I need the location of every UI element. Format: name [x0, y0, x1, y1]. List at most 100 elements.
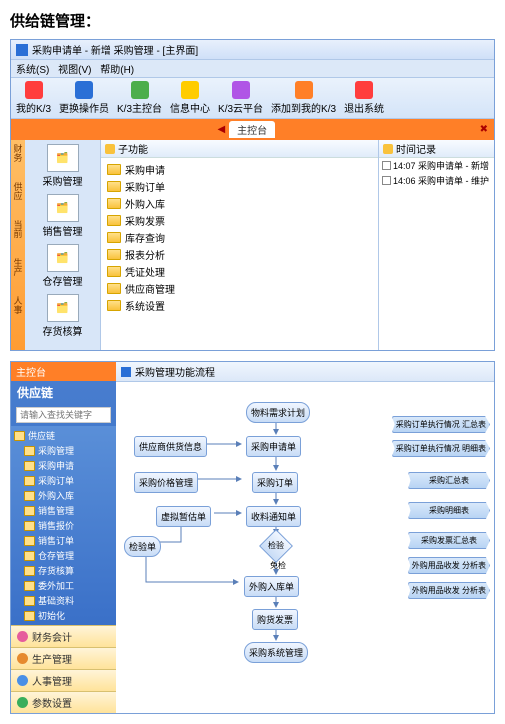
search-input[interactable] [16, 407, 111, 423]
tool-exit[interactable]: 退出系统 [344, 81, 384, 115]
accordion-finance[interactable]: 财务会计 [11, 625, 116, 647]
tree-node-10[interactable]: 委外加工 [14, 578, 113, 593]
folder-list: 采购申请采购订单外购入库采购发票库存查询报表分析凭证处理供应商管理系统设置 [101, 158, 378, 317]
node-sys-mgmt[interactable]: 采购系统管理 [244, 642, 308, 663]
app1-window: 采购申请单 - 新增 采购管理 - [主界面] 系统(S) 视图(V) 帮助(H… [10, 39, 495, 351]
tab-main[interactable]: 主控台 [229, 121, 275, 138]
node-inspect-sheet[interactable]: 检验单 [124, 536, 161, 557]
user-icon [75, 81, 93, 99]
nav-item-3[interactable]: 🗂️存货核算 [29, 294, 96, 338]
tree-label: 销售订单 [38, 534, 74, 547]
tree-node-6[interactable]: 销售报价 [14, 518, 113, 533]
tool-myk3[interactable]: 我的K/3 [16, 81, 51, 115]
inspect-label: 检验 [268, 540, 284, 551]
node-receipt-notice[interactable]: 收料通知单 [246, 506, 301, 527]
vtab-prod[interactable]: 生产 [12, 258, 25, 276]
node-purchase-request[interactable]: 采购申请单 [246, 436, 301, 457]
console-icon [131, 81, 149, 99]
link-purchase-detail[interactable]: 采购明细表 [408, 502, 490, 519]
node-warehouse-in[interactable]: 外购入库单 [244, 576, 299, 597]
info-icon [181, 81, 199, 99]
tree-label: 基础资料 [38, 594, 74, 607]
accordion-settings[interactable]: 参数设置 [11, 691, 116, 713]
tree-node-12[interactable]: 初始化 [14, 608, 113, 623]
node-purchase-order[interactable]: 采购订单 [252, 472, 298, 493]
tree-node-4[interactable]: 外购入库 [14, 488, 113, 503]
module-icon: 🗂️ [47, 194, 79, 222]
tree-node-3[interactable]: 采购订单 [14, 473, 113, 488]
folder-icon [107, 215, 121, 226]
node-virtual-est[interactable]: 虚拟暂估单 [156, 506, 211, 527]
node-price-mgmt[interactable]: 采购价格管理 [134, 472, 198, 493]
accordion-label: 参数设置 [32, 695, 72, 710]
folder-0[interactable]: 采购申请 [107, 161, 372, 178]
accordion-production[interactable]: 生产管理 [11, 647, 116, 669]
folder-7[interactable]: 供应商管理 [107, 280, 372, 297]
link-goods-analysis2[interactable]: 外购用品收发 分析表 [408, 582, 490, 599]
accordion-hr[interactable]: 人事管理 [11, 669, 116, 691]
nav-item-2[interactable]: 🗂️仓存管理 [29, 244, 96, 288]
nav-item-1[interactable]: 🗂️销售管理 [29, 194, 96, 238]
folder-8[interactable]: 系统设置 [107, 297, 372, 314]
tree-icon [24, 596, 35, 606]
tool-switch-operator[interactable]: 更换操作员 [59, 81, 109, 115]
menubar: 系统(S) 视图(V) 帮助(H) [11, 60, 494, 78]
folder-label: 库存查询 [125, 230, 165, 245]
node-invoice[interactable]: 购货发票 [252, 609, 298, 630]
link-order-detail[interactable]: 采购订单执行情况 明细表 [392, 440, 490, 457]
tree-node-9[interactable]: 存货核算 [14, 563, 113, 578]
checkbox-icon[interactable] [382, 176, 391, 185]
menu-view[interactable]: 视图(V) [58, 65, 91, 76]
tree-node-1[interactable]: 采购管理 [14, 443, 113, 458]
folder-3[interactable]: 采购发票 [107, 212, 372, 229]
link-purchase-summary[interactable]: 采购汇总表 [408, 472, 490, 489]
link-order-summary[interactable]: 采购订单执行情况 汇总表 [392, 416, 490, 433]
node-supplier-info[interactable]: 供应商供货信息 [134, 436, 207, 457]
menu-help[interactable]: 帮助(H) [100, 65, 134, 76]
folder-1[interactable]: 采购订单 [107, 178, 372, 195]
vtab-finance[interactable]: 财务 [12, 144, 25, 162]
tree-node-5[interactable]: 销售管理 [14, 503, 113, 518]
tool-label: 我的K/3 [16, 100, 51, 115]
vtab-current[interactable]: 当前 [12, 220, 25, 238]
tab-close-icon[interactable]: ✖ [476, 124, 492, 135]
tree-label: 仓存管理 [38, 549, 74, 562]
flow-canvas: 物料需求计划 供应商供货信息 采购申请单 采购价格管理 采购订单 虚拟暂估单 收… [116, 382, 491, 662]
tool-console[interactable]: K/3主控台 [117, 81, 162, 115]
accordion-label: 财务会计 [32, 629, 72, 644]
folder-5[interactable]: 报表分析 [107, 246, 372, 263]
node-material-plan[interactable]: 物料需求计划 [246, 402, 310, 423]
tree-node-11[interactable]: 基础资料 [14, 593, 113, 608]
tool-info[interactable]: 信息中心 [170, 81, 210, 115]
folder-2[interactable]: 外购入库 [107, 195, 372, 212]
tool-cloud[interactable]: K/3云平台 [218, 81, 263, 115]
vtab-hr[interactable]: 人事 [12, 296, 25, 314]
checkbox-icon[interactable] [382, 161, 391, 170]
tab-prev-icon[interactable]: ◀ [213, 124, 229, 135]
tree-node-2[interactable]: 采购申请 [14, 458, 113, 473]
folder-label: 凭证处理 [125, 264, 165, 279]
vtab-supply[interactable]: 供应 [12, 182, 25, 200]
folder-6[interactable]: 凭证处理 [107, 263, 372, 280]
nav-item-0[interactable]: 🗂️采购管理 [29, 144, 96, 188]
tree-icon [24, 536, 35, 546]
tree-node-0[interactable]: 供应链 [14, 428, 113, 443]
timeline-row-0[interactable]: 14:07 采购申请单 - 新增 [379, 158, 494, 173]
folder-4[interactable]: 库存查询 [107, 229, 372, 246]
accordion-label: 人事管理 [32, 673, 72, 688]
tree-node-7[interactable]: 销售订单 [14, 533, 113, 548]
nav-label: 采购管理 [43, 177, 83, 188]
timeline-row-1[interactable]: 14:06 采购申请单 - 维护 [379, 173, 494, 188]
left-nav: 财务 供应 当前 生产 人事 🗂️采购管理🗂️销售管理🗂️仓存管理🗂️存货核算 [11, 140, 101, 350]
tool-addfav[interactable]: 添加到我的K/3 [271, 81, 336, 115]
tri-pane: 财务 供应 当前 生产 人事 🗂️采购管理🗂️销售管理🗂️仓存管理🗂️存货核算 … [11, 140, 494, 350]
link-invoice-summary[interactable]: 采购发票汇总表 [408, 532, 490, 549]
folder-label: 外购入库 [125, 196, 165, 211]
tree-node-8[interactable]: 仓存管理 [14, 548, 113, 563]
exit-icon [355, 81, 373, 99]
orange-tab[interactable]: 主控台 [11, 362, 116, 381]
link-goods-analysis1[interactable]: 外购用品收发 分析表 [408, 557, 490, 574]
menu-system[interactable]: 系统(S) [16, 65, 49, 76]
vertical-tabs: 财务 供应 当前 生产 人事 [11, 140, 25, 350]
tree-label: 采购申请 [38, 459, 74, 472]
